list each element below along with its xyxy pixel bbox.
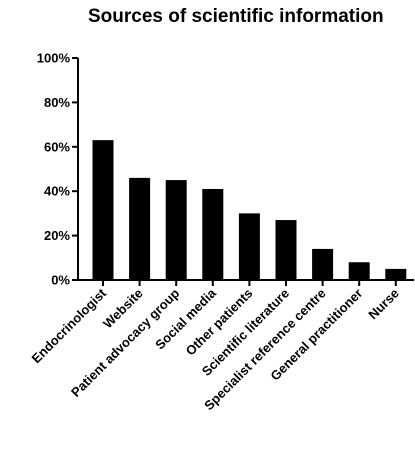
y-tick-label: 40% xyxy=(44,184,70,199)
y-tick-label: 80% xyxy=(44,95,70,110)
y-tick-label: 0% xyxy=(51,273,70,288)
axes-layer: 0% 20% 40% 60% 80% 100% xyxy=(37,51,415,288)
x-tick-label: Nurse xyxy=(365,286,402,323)
chart-title: Sources of scientific information xyxy=(88,6,384,27)
y-tick-label: 20% xyxy=(44,228,70,243)
bar xyxy=(312,248,334,280)
bar xyxy=(202,188,224,280)
bar xyxy=(92,140,114,280)
y-tick-label: 60% xyxy=(44,139,70,154)
bar xyxy=(238,213,260,280)
bar xyxy=(165,180,187,280)
bar xyxy=(129,177,151,280)
y-tick-label: 100% xyxy=(37,51,71,66)
bar xyxy=(348,262,370,280)
x-tick-label: Endocrinologist xyxy=(29,285,110,366)
bar xyxy=(385,268,407,280)
bar xyxy=(275,220,297,280)
bars-layer xyxy=(92,140,407,280)
